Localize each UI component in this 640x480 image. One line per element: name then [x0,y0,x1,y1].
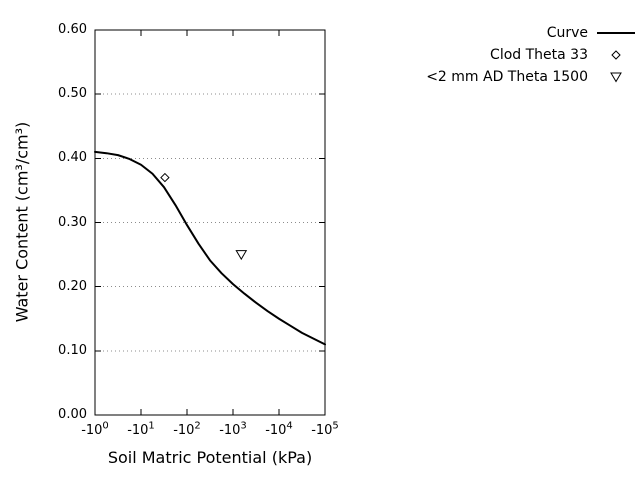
x-tick-label: -102 [173,420,201,438]
legend-diamond-sample [611,50,621,60]
curve-line [94,150,326,346]
legend: Curve Clod Theta 33 <2 mm AD Theta 1500 [426,22,638,88]
y-tick-label: 0.00 [58,407,87,422]
x-axis-title: Soil Matric Potential (kPa) [107,448,313,467]
y-tick-label: 0.30 [58,214,87,230]
legend-triangle-down-sample-glyph [610,72,622,83]
triangle-down-marker [235,250,248,261]
x-tick-label: -101 [127,420,155,438]
legend-label: Curve [546,25,588,41]
diamond-marker [160,172,170,183]
legend-line-sample [597,32,635,34]
x-tick-label: -100 [81,420,109,438]
y-tick-label: 0.40 [58,150,87,166]
x-tick-label: -104 [265,420,293,438]
legend-diamond-sample-glyph [611,50,621,60]
legend-row: <2 mm AD Theta 1500 [426,66,638,88]
y-tick-label: 0.50 [58,86,87,102]
plot-border [94,29,326,416]
legend-row: Curve [547,22,638,44]
y-tick-label: 0.60 [58,22,87,37]
legend-triangle-down-sample [610,72,622,83]
legend-label: <2 mm AD Theta 1500 [426,69,588,85]
x-tick-label: -105 [311,420,339,438]
legend-row: Clod Theta 33 [490,44,638,66]
y-tick-label: 0.20 [58,278,87,294]
y-tick-label: 0.10 [58,342,87,358]
x-tick-label: -103 [219,420,247,438]
legend-label: Clod Theta 33 [490,47,588,63]
y-axis-title: Water Content (cm³/cm³) [12,121,32,323]
